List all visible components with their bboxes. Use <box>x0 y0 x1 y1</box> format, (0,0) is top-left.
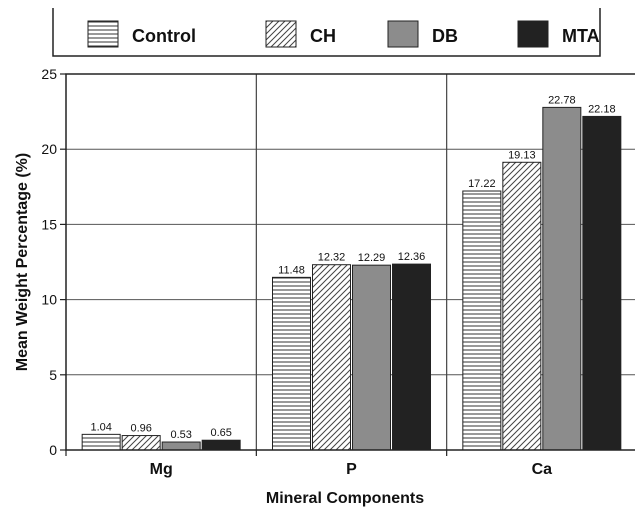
bar-mta-p <box>392 263 431 451</box>
legend-swatch-db <box>387 20 419 48</box>
data-label: 0.65 <box>210 427 231 439</box>
bar-mta-mg <box>201 439 241 451</box>
bar-db-mg <box>161 441 201 451</box>
legend-label-ch: CH <box>310 26 336 46</box>
data-label: 12.32 <box>318 252 346 264</box>
bar-mta-ca <box>582 115 622 451</box>
x-category-label: Mg <box>150 461 173 478</box>
legend: Control CH DB MTA <box>52 8 601 57</box>
y-tick-label: 10 <box>41 292 57 308</box>
data-label: 19.13 <box>508 149 536 161</box>
bar-control-ca <box>462 190 502 451</box>
data-label: 1.04 <box>90 421 111 433</box>
bar-db-ca <box>542 106 582 451</box>
data-label: 17.22 <box>468 178 496 190</box>
bar-control-p <box>272 276 311 451</box>
legend-label-mta: MTA <box>562 26 600 46</box>
y-axis-title: Mean Weight Percentage (%) <box>14 153 31 371</box>
x-axis-title: Mineral Components <box>266 490 424 507</box>
bar-ch-ca <box>502 161 542 451</box>
y-tick-label: 25 <box>41 66 57 82</box>
data-label: 22.18 <box>588 103 616 115</box>
data-label: 0.96 <box>130 423 151 435</box>
y-tick-label: 0 <box>49 442 57 458</box>
x-category-label: Ca <box>532 461 553 478</box>
plot-frame <box>65 73 635 451</box>
bars <box>81 106 622 451</box>
legend-label-control: Control <box>132 26 196 46</box>
y-tick-label: 20 <box>41 141 57 157</box>
data-label: 22.78 <box>548 94 576 106</box>
data-label: 12.29 <box>358 252 386 264</box>
y-tick-label: 15 <box>41 216 57 232</box>
bar-control-mg <box>81 433 121 451</box>
legend-swatch-mta <box>517 20 549 48</box>
y-tick-label: 5 <box>49 367 57 383</box>
legend-label-db: DB <box>432 26 458 46</box>
data-label: 11.48 <box>278 264 305 276</box>
y-axis: 0 5 10 15 20 25 <box>41 66 66 458</box>
bar-ch-p <box>312 264 351 451</box>
legend-swatch-ch <box>265 20 297 48</box>
data-labels: 1.04 0.96 0.53 0.65 11.48 12.32 12.29 12.36 17.2… <box>90 94 615 441</box>
data-label: 0.53 <box>170 429 191 441</box>
x-axis: Mg P Ca <box>65 450 553 478</box>
bar-db-p <box>352 264 391 451</box>
data-label: 12.36 <box>398 251 426 263</box>
legend-swatch-control <box>87 20 119 48</box>
x-category-label: P <box>346 461 357 478</box>
bar-ch-mg <box>121 435 161 451</box>
gridlines <box>66 74 635 450</box>
